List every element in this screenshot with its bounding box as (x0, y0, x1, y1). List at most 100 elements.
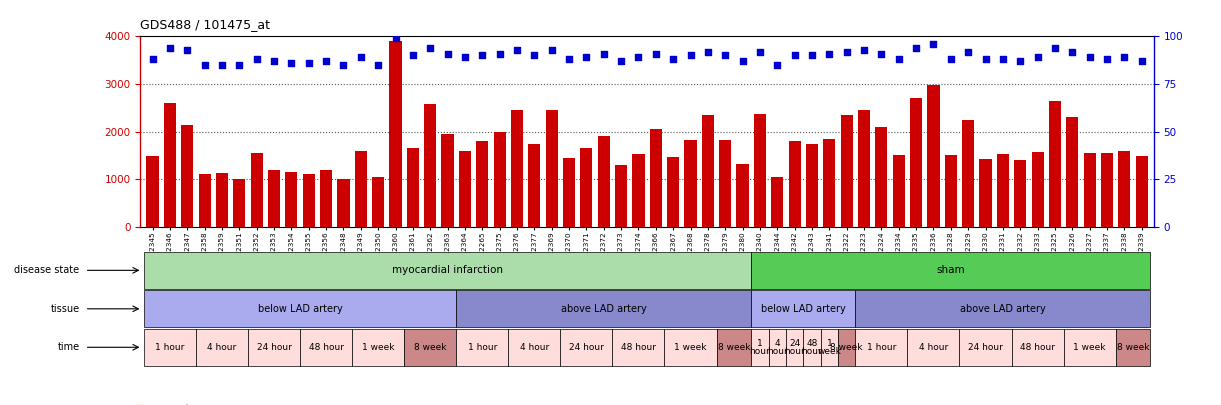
Point (1028, 54, 1048, 61)
Text: 1 week: 1 week (674, 343, 707, 352)
Text: disease state: disease state (15, 265, 79, 275)
Text: myocardial infarction: myocardial infarction (392, 265, 503, 275)
Point (438, 50, 458, 57)
Point (733, 58, 752, 64)
Text: 1 hour: 1 hour (867, 343, 896, 352)
Text: 48 hour: 48 hour (1020, 343, 1055, 352)
Bar (216, 173, 228, 227)
Bar (789, 141, 801, 227)
Bar (786, 329, 803, 366)
Point (299, 60, 319, 66)
Text: below LAD artery: below LAD artery (761, 304, 846, 314)
Bar (424, 104, 436, 227)
Text: 4 hour: 4 hour (208, 343, 237, 352)
Bar (144, 329, 195, 366)
Bar (286, 172, 298, 227)
Bar (960, 329, 1011, 366)
Text: 8 week: 8 week (830, 343, 863, 352)
Point (212, 62, 232, 68)
Text: 1 hour: 1 hour (155, 343, 184, 352)
Point (768, 62, 788, 68)
Point (1098, 56, 1117, 62)
Point (507, 47, 526, 53)
Point (420, 45, 440, 51)
Point (629, 54, 648, 61)
Bar (144, 290, 457, 327)
Text: 24 hour: 24 hour (569, 343, 604, 352)
Point (1079, 54, 1099, 61)
Bar (508, 329, 560, 366)
Text: ■: ■ (134, 404, 145, 405)
Point (976, 56, 995, 62)
Point (369, 62, 388, 68)
Point (836, 49, 856, 55)
Text: below LAD artery: below LAD artery (258, 304, 342, 314)
Bar (702, 115, 714, 227)
Bar (840, 115, 852, 227)
Bar (560, 329, 613, 366)
Bar (979, 159, 991, 227)
Point (612, 58, 631, 64)
Point (750, 49, 769, 55)
Point (1045, 45, 1065, 51)
Bar (199, 175, 211, 227)
Text: 4 hour: 4 hour (520, 343, 549, 352)
Bar (821, 329, 838, 366)
Bar (459, 151, 471, 227)
Point (333, 62, 353, 68)
Text: 1 hour: 1 hour (468, 343, 497, 352)
Bar (753, 115, 766, 227)
Bar (248, 329, 300, 366)
Bar (650, 129, 662, 227)
Text: above LAD artery: above LAD artery (960, 304, 1045, 314)
Bar (563, 158, 575, 227)
Bar (457, 290, 751, 327)
Point (316, 58, 336, 64)
Bar (685, 140, 697, 227)
Text: 24
hour: 24 hour (784, 339, 805, 356)
Text: 1
hour: 1 hour (750, 339, 770, 356)
Text: 48 hour: 48 hour (621, 343, 656, 352)
Bar (404, 329, 457, 366)
Bar (856, 329, 907, 366)
Bar (303, 173, 315, 227)
Bar (300, 329, 352, 366)
Bar (751, 329, 768, 366)
Text: 8 week: 8 week (1117, 343, 1149, 352)
Text: 24 hour: 24 hour (968, 343, 1002, 352)
Bar (751, 252, 1150, 289)
Point (872, 50, 891, 57)
Point (1011, 58, 1031, 64)
Text: 8 week: 8 week (414, 343, 447, 352)
Bar (893, 156, 905, 227)
Point (958, 49, 978, 55)
Point (542, 47, 562, 53)
Bar (945, 156, 957, 227)
Text: 24 hour: 24 hour (256, 343, 292, 352)
Bar (597, 136, 609, 227)
Bar (320, 170, 332, 227)
Point (143, 56, 162, 62)
Point (177, 47, 197, 53)
Point (855, 47, 874, 53)
Point (906, 45, 926, 51)
Point (663, 56, 683, 62)
Bar (510, 110, 523, 227)
Point (802, 52, 822, 59)
Bar (632, 154, 645, 227)
Bar (803, 329, 821, 366)
Point (525, 52, 545, 59)
Bar (144, 252, 751, 289)
Point (559, 56, 579, 62)
Point (473, 52, 492, 59)
Bar (389, 41, 402, 227)
Bar (1083, 153, 1095, 227)
Point (993, 56, 1012, 62)
Point (282, 60, 302, 66)
Text: 4
hour: 4 hour (767, 339, 788, 356)
Point (646, 50, 665, 57)
Bar (407, 148, 419, 227)
Bar (1116, 329, 1150, 366)
Text: 1
week: 1 week (817, 339, 841, 356)
Bar (1101, 153, 1114, 227)
